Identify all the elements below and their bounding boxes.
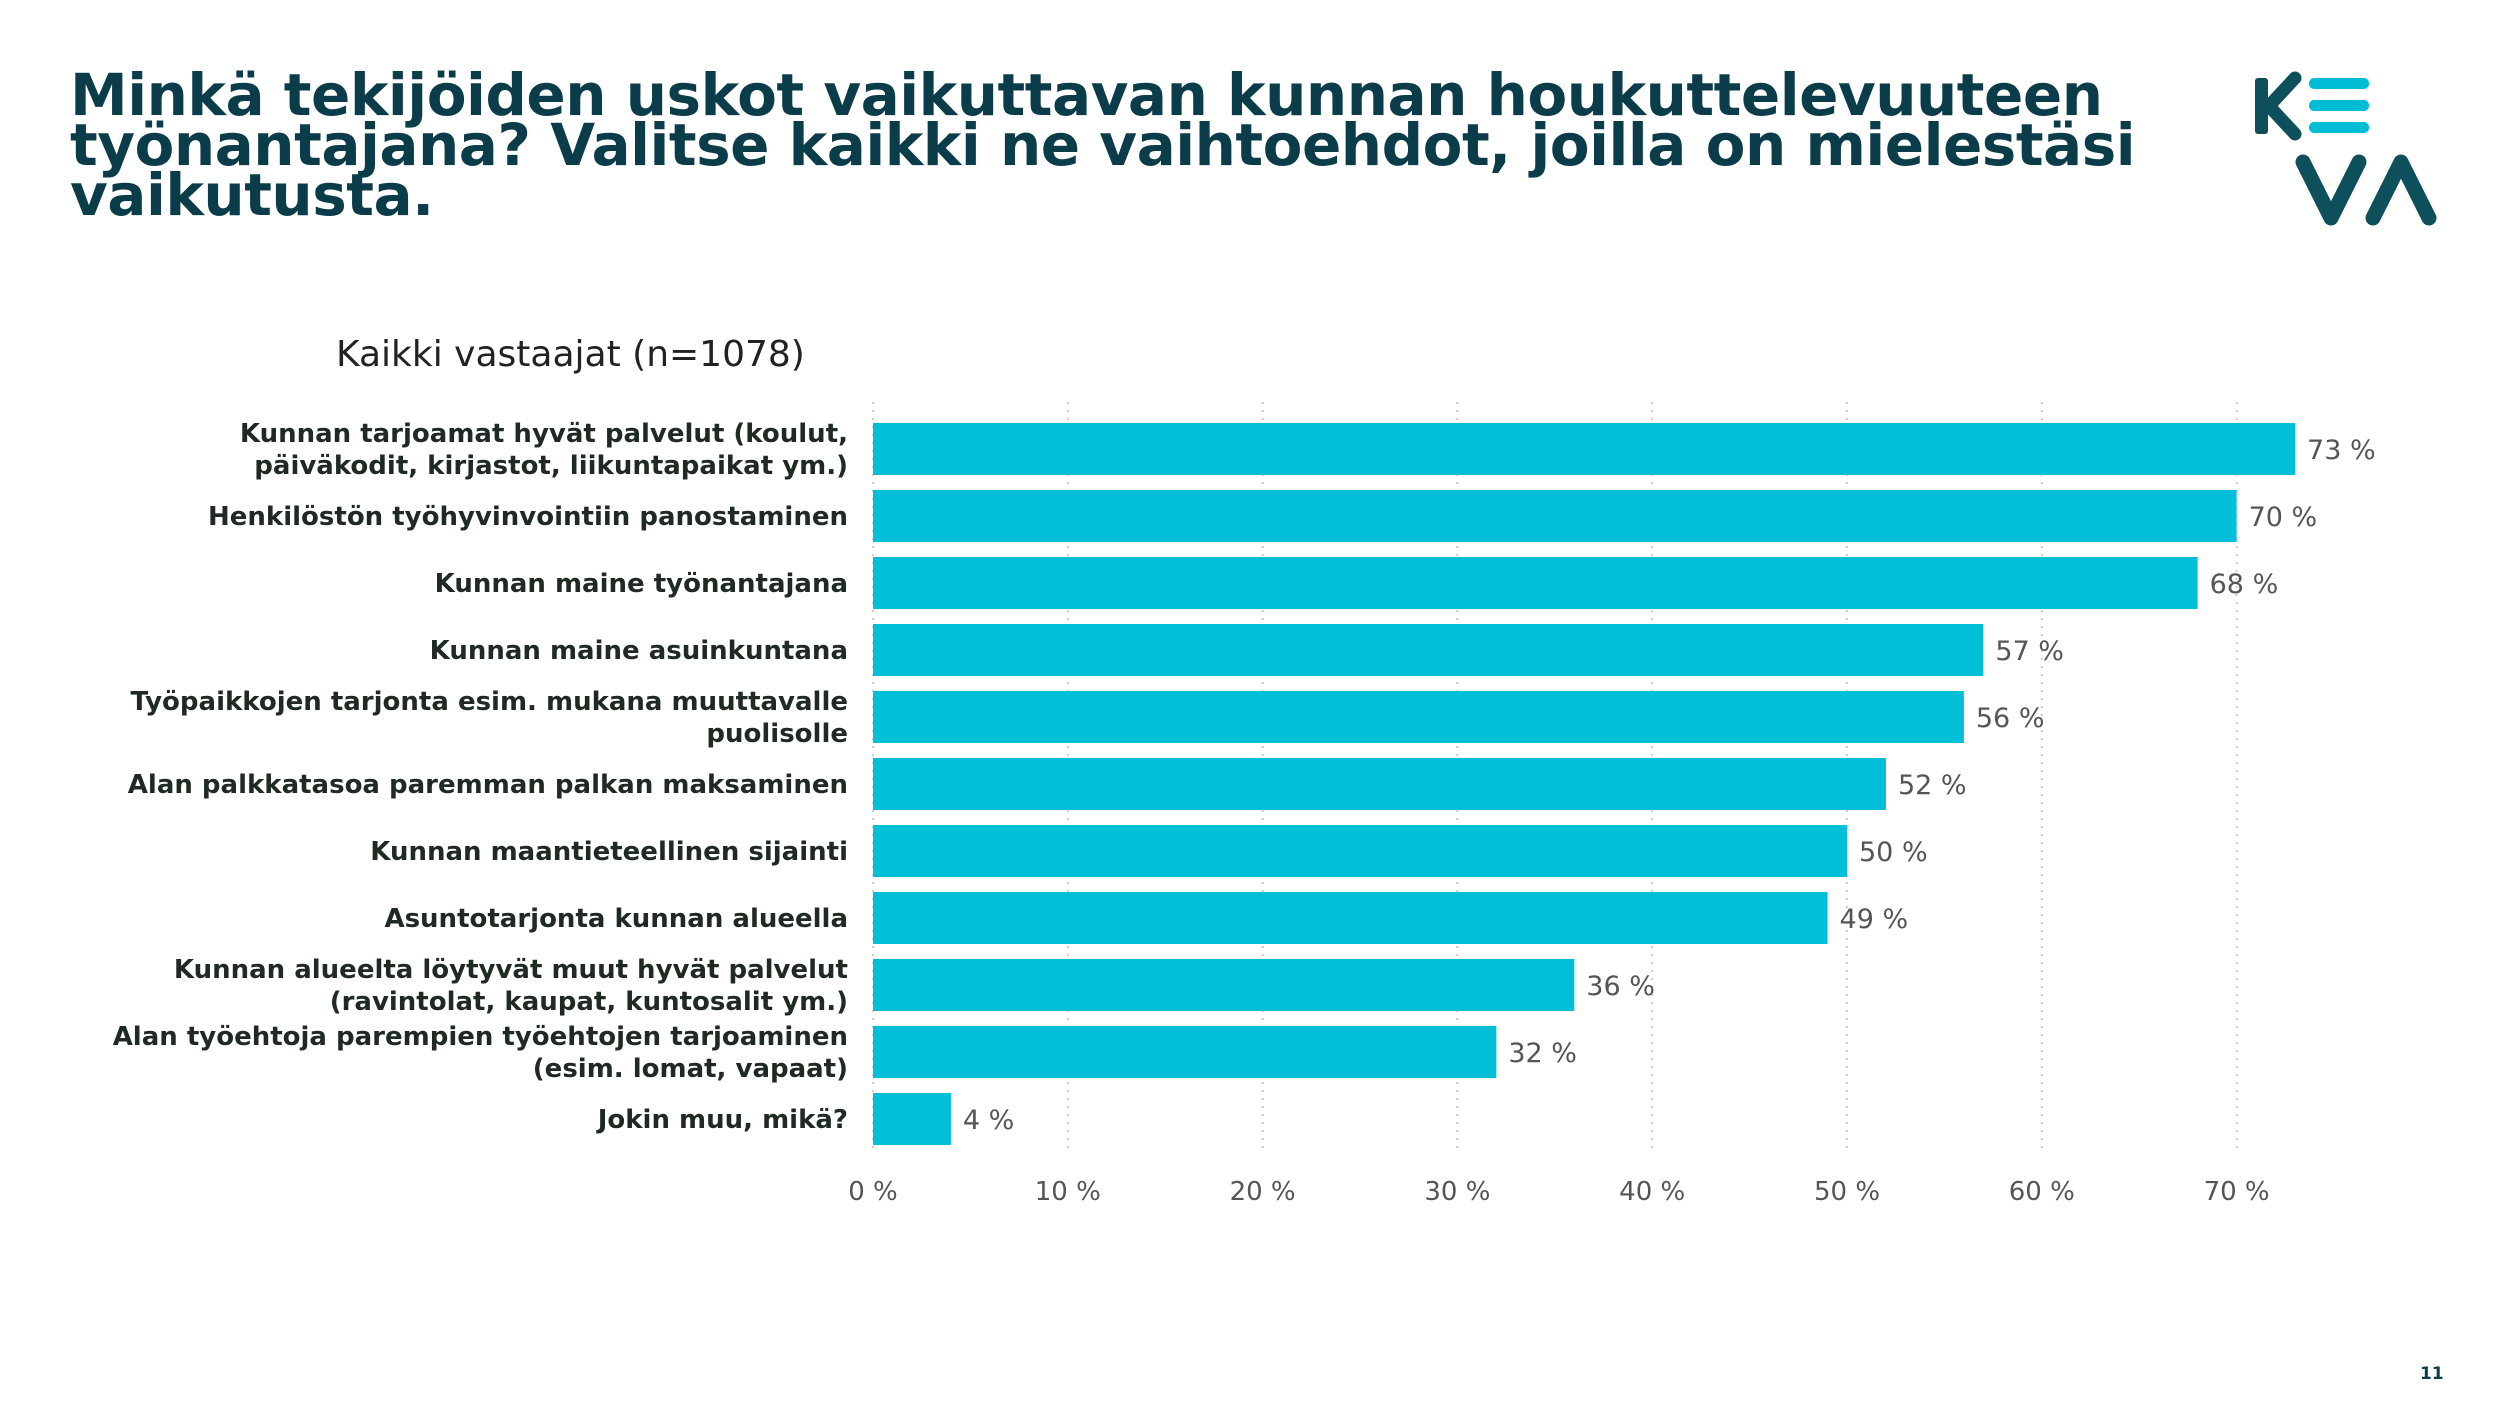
x-tick-label: 70 %: [2204, 1177, 2270, 1207]
value-label: 70 %: [2249, 502, 2318, 533]
x-tick-label: 50 %: [1814, 1177, 1880, 1207]
category-label: Kunnan maine asuinkuntana: [430, 636, 848, 666]
bar: [873, 1093, 951, 1145]
chart-subtitle: Kaikki vastaajat (n=1078): [336, 334, 805, 375]
x-tick-label: 40 %: [1619, 1177, 1685, 1207]
value-label: 73 %: [2307, 435, 2376, 466]
bar: [873, 624, 1984, 676]
logo-e-bar-top: [2309, 78, 2369, 89]
x-tick-label: 0 %: [848, 1177, 898, 1207]
page-title: Minkä tekijöiden uskot vaikuttavan kunna…: [70, 61, 2136, 229]
bar: [873, 758, 1886, 810]
x-tick-label: 60 %: [2009, 1177, 2075, 1207]
logo-k-stem: [2255, 78, 2268, 134]
category-label: Kunnan tarjoamat hyvät palvelut (koulut,: [240, 419, 848, 449]
category-label: puolisolle: [706, 719, 848, 749]
logo-k-arms: [2262, 71, 2302, 141]
value-label: 49 %: [1840, 904, 1909, 935]
bar: [873, 1026, 1497, 1078]
bar: [873, 825, 1847, 877]
category-label: Alan työehtoja parempien työehtojen tarj…: [113, 1022, 848, 1052]
bar: [873, 691, 1964, 743]
category-label: Asuntotarjonta kunnan alueella: [384, 904, 848, 934]
category-label: päiväkodit, kirjastot, liikuntapaikat ym…: [254, 451, 848, 481]
category-label: Kunnan maine työnantajana: [435, 569, 848, 599]
category-label: Alan palkkatasoa paremman palkan maksami…: [128, 770, 848, 800]
logo-a: [2365, 154, 2437, 226]
logo-v: [2295, 154, 2367, 226]
bar: [873, 423, 2296, 475]
value-label: 32 %: [1508, 1038, 1577, 1069]
category-label: Henkilöstön työhyvinvointiin panostamine…: [208, 502, 848, 532]
page-number: 11: [2420, 1364, 2444, 1384]
bar: [873, 892, 1828, 944]
category-label: (ravintolat, kaupat, kuntosalit ym.): [330, 987, 848, 1017]
logo-e-bar-mid: [2309, 100, 2369, 111]
x-tick-label: 30 %: [1424, 1177, 1490, 1207]
keva-logo: [2255, 70, 2455, 230]
bar: [873, 490, 2237, 542]
value-label: 57 %: [1995, 636, 2064, 667]
bar: [873, 959, 1575, 1011]
category-label: (esim. lomat, vapaat): [533, 1054, 848, 1084]
value-label: 52 %: [1898, 770, 1967, 801]
category-label: Jokin muu, mikä?: [596, 1105, 848, 1135]
logo-e-bar-bottom: [2309, 122, 2369, 133]
category-label: Kunnan maantieteellinen sijainti: [370, 837, 848, 867]
value-label: 36 %: [1586, 971, 1655, 1002]
category-label: Työpaikkojen tarjonta esim. mukana muutt…: [130, 687, 848, 717]
value-label: 56 %: [1976, 703, 2045, 734]
bar: [873, 557, 2198, 609]
x-tick-label: 10 %: [1035, 1177, 1101, 1207]
value-label: 4 %: [963, 1105, 1014, 1136]
category-label: Kunnan alueelta löytyvät muut hyvät palv…: [174, 955, 848, 985]
value-label: 50 %: [1859, 837, 1928, 868]
x-tick-label: 20 %: [1230, 1177, 1296, 1207]
value-label: 68 %: [2210, 569, 2279, 600]
